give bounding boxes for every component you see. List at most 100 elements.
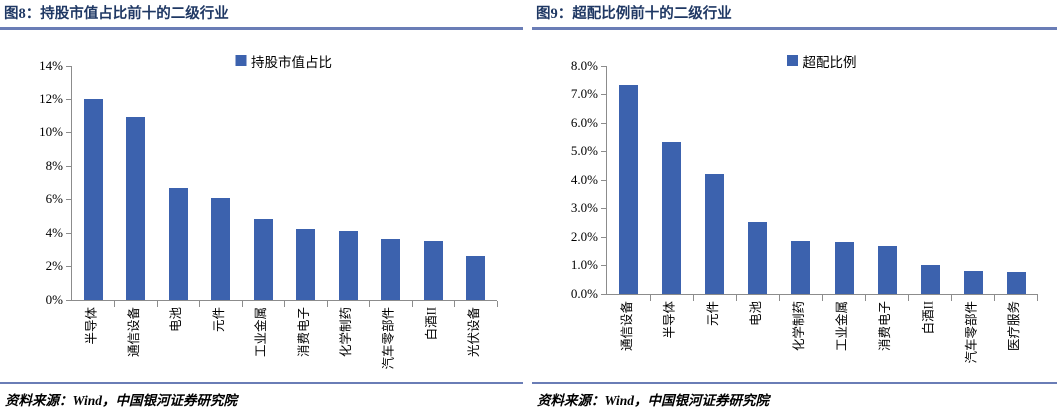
y-axis-tick	[66, 98, 71, 100]
x-axis-category: 半导体	[71, 307, 114, 380]
x-axis-category-label: 消费电子	[296, 306, 311, 357]
x-axis-category-label: 元件	[705, 300, 720, 326]
x-axis-category: 半导体	[649, 301, 692, 374]
bar-cell	[455, 66, 497, 307]
chart-legend: 超配比例	[786, 51, 857, 71]
x-axis-category: 化学制药	[326, 307, 369, 380]
bar-cell	[115, 66, 157, 307]
x-axis-category: 工业金属	[821, 301, 864, 374]
y-axis-tick	[66, 65, 71, 67]
bar-cell	[242, 66, 285, 307]
bar	[963, 270, 983, 294]
y-axis-tick-label: 12%	[39, 90, 63, 106]
y-axis-tick	[601, 94, 606, 95]
bar-cell	[952, 66, 996, 301]
x-axis-category-label: 汽车零部件	[381, 306, 396, 370]
x-axis-category-label: 通信设备	[126, 306, 141, 357]
x-axis-category: 汽车零部件	[951, 301, 994, 374]
x-axis-category: 电池	[156, 307, 199, 380]
x-axis-labels: 通信设备 半导体 元件 电池 化学制药 工业金属 消费电子 白酒II 汽车零部件 医疗服务	[606, 301, 1037, 374]
x-axis-category: 医疗服务	[994, 301, 1037, 374]
y-axis-tick-label: 8%	[45, 157, 63, 173]
y-axis-tick-label: 1.0%	[570, 257, 598, 272]
y-axis-tick-label: 4%	[45, 224, 63, 240]
bar-cell	[650, 66, 694, 301]
x-axis-category-label: 电池	[169, 306, 184, 332]
y-axis-tick	[66, 199, 71, 201]
x-axis-category-label: 白酒II	[921, 300, 936, 334]
x-axis-category: 白酒II	[908, 301, 951, 374]
plot-area	[606, 65, 1039, 301]
bar	[211, 197, 231, 300]
y-axis-tick-label: 14%	[39, 57, 63, 73]
bar-chart: 超配比例 0.0% 1.0% 2.0% 3.0% 4.0% 5.0% 6.0% 7.0% 8.0…	[532, 30, 1057, 382]
bar-cell	[412, 66, 455, 307]
legend-swatch-icon	[786, 55, 798, 66]
y-axis-tick	[601, 236, 606, 238]
y-axis-tick-label: 10%	[39, 124, 63, 140]
bar	[619, 85, 639, 294]
x-axis-category: 通信设备	[114, 307, 157, 380]
x-axis-category-label: 工业金属	[835, 300, 850, 351]
title-divider	[532, 27, 1057, 30]
bar	[791, 240, 811, 294]
bar-cell	[736, 66, 780, 301]
plot-area	[71, 65, 497, 307]
x-axis-category-label: 半导体	[662, 300, 677, 339]
y-axis-tick	[66, 299, 71, 301]
bar-cell	[822, 66, 867, 301]
legend-swatch-icon	[235, 55, 246, 66]
y-axis-tick-label: 0.0%	[570, 285, 598, 301]
bar-cell	[995, 66, 1039, 301]
bar	[296, 229, 316, 300]
x-axis-category: 元件	[692, 301, 735, 374]
bar	[1006, 272, 1026, 294]
chart-legend: 持股市值占比	[235, 51, 332, 71]
bar-cell	[866, 66, 910, 301]
x-axis-category-label: 半导体	[84, 306, 99, 345]
bar	[748, 222, 768, 294]
bar	[920, 265, 940, 294]
y-axis-tick-label: 6.0%	[570, 114, 598, 130]
bar	[877, 246, 897, 294]
x-axis-category-label: 化学制药	[339, 306, 354, 357]
bar-cell	[607, 66, 651, 301]
bar-cell	[909, 66, 953, 301]
x-axis-category-label: 工业金属	[254, 306, 269, 357]
x-axis-labels: 半导体 通信设备 电池 元件 工业金属 消费电子 化学制药 汽车零部件 白酒II 光伏设备	[71, 307, 496, 380]
bar	[466, 256, 486, 300]
y-axis-tick-label: 8.0%	[570, 57, 598, 73]
x-axis-category: 通信设备	[606, 301, 649, 374]
bar	[338, 230, 358, 300]
source-note: 资料来源：Wind，中国银河证券研究院	[537, 393, 770, 408]
y-axis-tick-label: 3.0%	[570, 200, 598, 215]
x-axis-category-label: 白酒II	[424, 306, 439, 340]
x-axis-category: 消费电子	[865, 301, 908, 374]
x-axis-category: 白酒II	[411, 307, 454, 380]
figure-panel-9: 图9：超配比例前十的二级行业 超配比例 0.0% 1.0% 2.0% 3.0% 4.0%…	[528, 0, 1057, 418]
y-axis-tick-label: 5.0%	[570, 143, 598, 158]
source-divider	[0, 381, 523, 384]
bar	[705, 173, 725, 294]
x-axis-category-label: 汽车零部件	[964, 300, 979, 364]
y-axis-tick	[66, 165, 71, 167]
figure-title: 图9：超配比例前十的二级行业	[536, 6, 732, 22]
y-axis-tick	[601, 151, 606, 152]
x-axis-category-label: 电池	[748, 300, 763, 326]
bar-cell	[285, 66, 327, 307]
x-axis-category: 电池	[735, 301, 778, 374]
y-axis-tick-label: 2.0%	[570, 228, 598, 244]
y-axis-tick-label: 2%	[45, 258, 63, 274]
x-axis-category: 消费电子	[284, 307, 327, 380]
source-divider	[532, 381, 1057, 384]
x-axis-category: 工业金属	[241, 307, 284, 380]
bar	[168, 187, 188, 300]
y-axis-tick	[601, 179, 606, 181]
x-axis-category: 化学制药	[778, 301, 821, 374]
y-axis-tick-label: 6%	[45, 191, 63, 207]
x-axis-category-label: 光伏设备	[466, 306, 481, 357]
y-axis-tick	[601, 122, 606, 124]
x-axis-category-label: 化学制药	[791, 300, 806, 351]
y-axis-tick-label: 4.0%	[570, 171, 598, 187]
source-note: 资料来源：Wind，中国银河证券研究院	[5, 393, 238, 408]
